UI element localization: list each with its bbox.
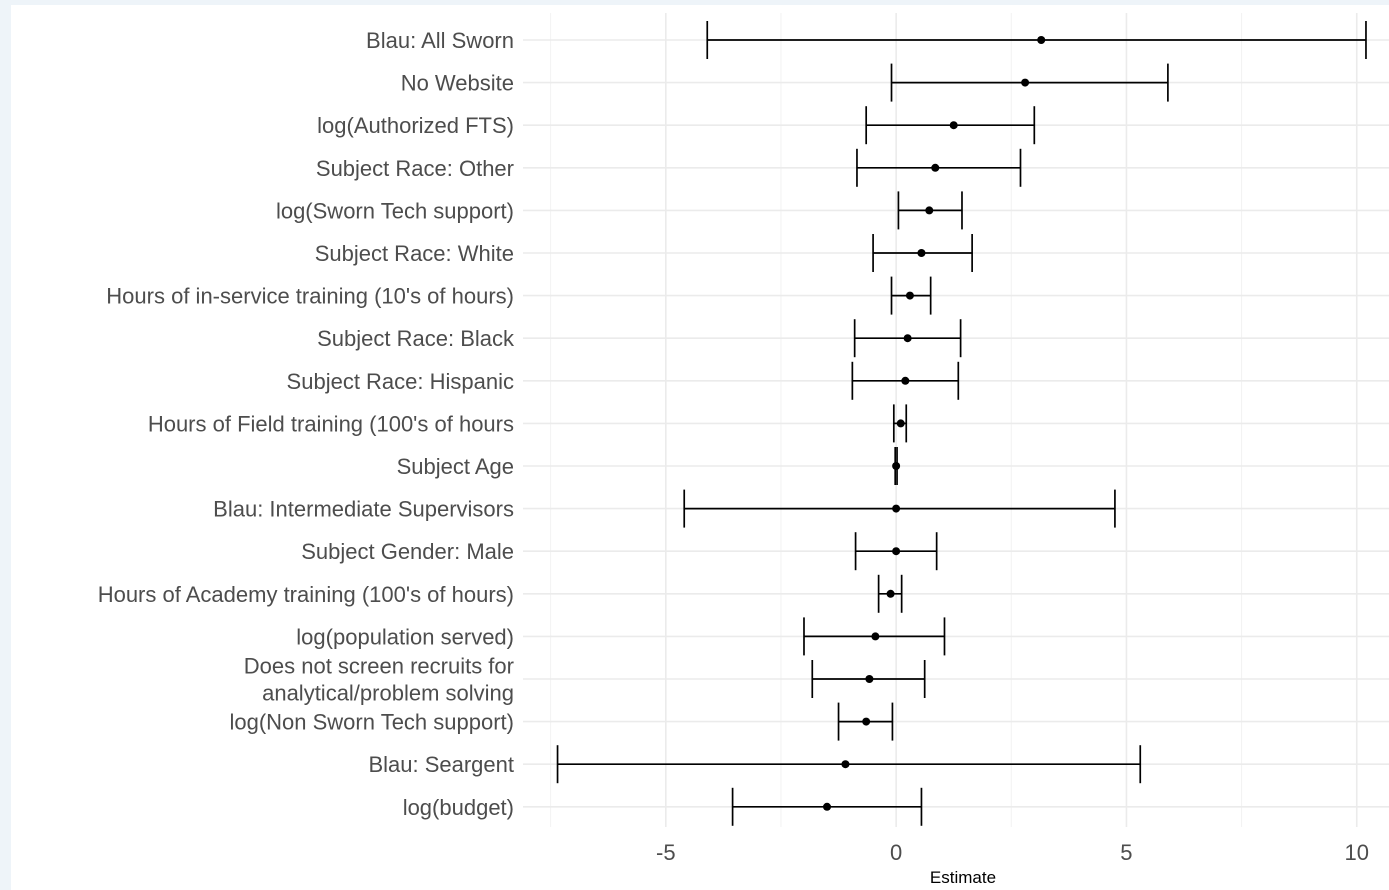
point-estimate	[1037, 36, 1046, 44]
error-bar	[877, 574, 903, 613]
error-bar	[853, 319, 962, 358]
term-label: No Website	[401, 71, 514, 96]
x-axis-title: Estimate	[930, 868, 996, 887]
term-label: Subject Race: Hispanic	[287, 369, 514, 394]
error-bar	[890, 276, 932, 315]
term-label: Subject Race: Black	[317, 326, 515, 351]
error-bar	[872, 234, 973, 272]
error-bars-layer	[556, 21, 1367, 826]
point-estimate	[862, 717, 871, 726]
point-estimate	[886, 589, 895, 598]
y-axis-labels: Blau: All Sworn No Website log(Authorized …	[98, 28, 515, 820]
x-tick-label: -5	[656, 840, 676, 865]
term-label: Hours of Academy training (100's of hour…	[98, 582, 514, 607]
term-label: log(Non Sworn Tech support)	[229, 710, 514, 735]
error-bar	[890, 63, 1169, 102]
term-label: Does not screen recruits for	[244, 654, 514, 679]
error-bar	[683, 489, 1116, 528]
point-estimate	[903, 334, 912, 343]
point-estimate	[931, 163, 940, 172]
coefficient-chart: Blau: All Sworn No Website log(Authorized …	[98, 13, 1389, 887]
point-estimate	[917, 249, 926, 257]
point-estimate	[905, 291, 914, 300]
error-bar	[856, 148, 1022, 187]
term-label: log(population served)	[296, 624, 514, 649]
error-bar	[837, 702, 894, 741]
error-bar	[811, 660, 926, 698]
term-label: log(budget)	[403, 795, 514, 820]
point-estimate	[901, 376, 910, 385]
term-label: Subject Race: Other	[316, 156, 514, 181]
term-label: Subject Race: White	[315, 241, 514, 266]
term-label: Blau: All Sworn	[366, 28, 514, 53]
term-label: Subject Age	[397, 454, 514, 479]
error-bar	[854, 532, 938, 571]
error-bar	[706, 21, 1367, 59]
x-tick-label: 10	[1345, 840, 1369, 865]
point-estimate	[841, 760, 850, 769]
point-estimate	[892, 462, 901, 470]
x-axis-ticks: -5 0 5 10	[656, 840, 1369, 865]
x-tick-label: 5	[1120, 840, 1132, 865]
error-bar	[892, 404, 908, 443]
term-label: analytical/problem solving	[262, 681, 514, 706]
error-bar	[865, 106, 1036, 145]
error-bar	[897, 191, 963, 230]
x-tick-label: 0	[890, 840, 902, 865]
point-estimate	[865, 675, 874, 683]
term-label: Blau: Seargent	[368, 752, 514, 777]
error-bar	[803, 617, 946, 656]
plot-panel: Blau: All Sworn No Website log(Authorized …	[11, 5, 1389, 890]
point-estimate	[896, 419, 905, 428]
grid-layer	[523, 13, 1389, 827]
term-label: Hours of Field training (100's of hours	[148, 411, 514, 436]
point-estimate	[1021, 78, 1030, 87]
error-bar	[851, 361, 960, 400]
term-label: log(Sworn Tech support)	[276, 198, 514, 223]
term-label: log(Authorized FTS)	[317, 113, 514, 138]
term-label: Hours of in-service training (10's of ho…	[106, 284, 514, 309]
term-label: Subject Gender: Male	[301, 539, 514, 564]
point-estimate	[925, 206, 934, 215]
point-estimate	[871, 632, 880, 641]
error-bar	[892, 447, 901, 485]
point-estimate	[892, 547, 901, 556]
term-label: Blau: Intermediate Supervisors	[213, 497, 514, 522]
point-estimate	[823, 802, 832, 811]
error-bar	[556, 745, 1142, 784]
point-estimate	[892, 504, 901, 513]
point-estimate	[949, 121, 958, 130]
error-bar	[731, 787, 923, 826]
